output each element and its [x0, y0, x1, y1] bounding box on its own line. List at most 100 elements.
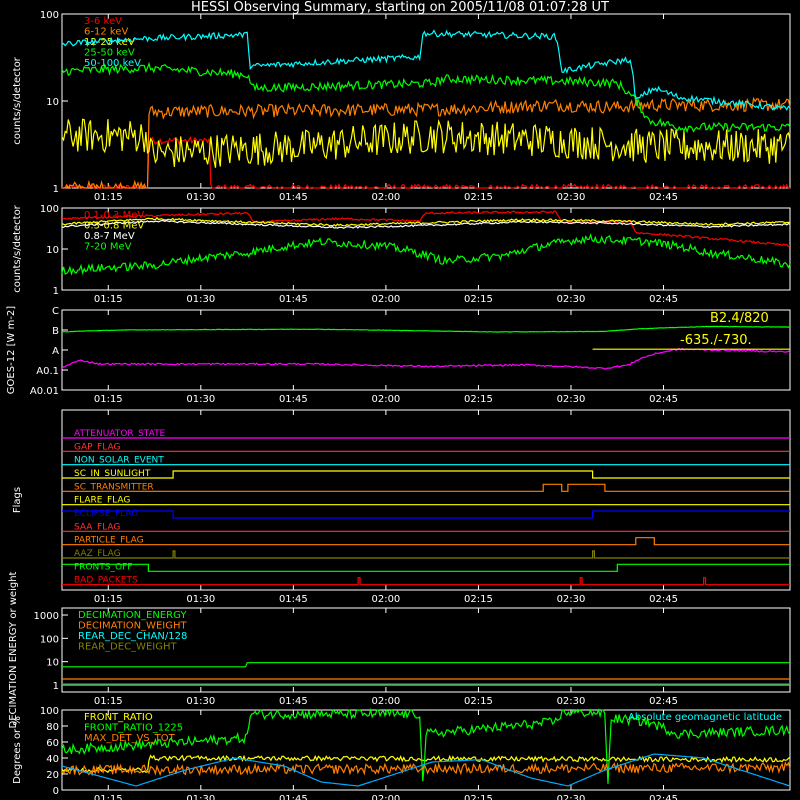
x-tick-label: 02:30	[557, 294, 586, 305]
series-line	[61, 754, 791, 774]
y-axis-label: counts/s/detector	[12, 204, 23, 292]
y-tick-label: A0.01	[30, 386, 59, 397]
x-tick-label: 01:30	[186, 594, 215, 605]
series-line	[62, 96, 791, 191]
x-tick-label: 02:15	[464, 192, 493, 203]
y-axis-label: DECIMATION ENERGY or weight	[8, 571, 19, 728]
x-tick-label: 01:45	[279, 294, 308, 305]
y-tick-label: 10	[46, 658, 59, 669]
goes-label: B2.4/820	[710, 311, 769, 326]
series-line	[61, 761, 791, 777]
y-tick-label: 80	[46, 722, 59, 733]
x-tick-label: 02:15	[464, 794, 493, 800]
page-title: HESSI Observing Summary, starting on 200…	[191, 0, 609, 15]
legend-entry: DECIMATION_ENERGY	[78, 610, 187, 621]
series-line	[61, 135, 790, 190]
y-tick-label: 1000	[34, 611, 59, 622]
x-tick-label: 01:45	[279, 696, 308, 707]
series-line	[61, 707, 791, 784]
y-tick-label: 1	[53, 184, 59, 195]
panel-frame	[61, 13, 791, 189]
x-tick-label: 02:00	[371, 394, 400, 405]
x-tick-label: 01:30	[186, 192, 215, 203]
panel-high_energy: 01:15 01:30 01:45 02:00 02:15 02:30 02:45 count…	[12, 204, 791, 305]
x-tick-label: 01:15	[94, 192, 123, 203]
y-tick-label: 1	[53, 286, 59, 297]
flag-label: FRONTS_OFF	[74, 562, 132, 572]
y-axis-label: Degrees or %	[12, 716, 23, 784]
legend-entry: FRONT_RATIO_1225	[84, 723, 183, 734]
x-tick-label: 01:30	[186, 696, 215, 707]
series-line	[62, 662, 790, 668]
x-tick-label: 02:00	[371, 294, 400, 305]
x-tick-label: 02:00	[371, 696, 400, 707]
flag-line	[62, 483, 790, 492]
legend-entry: 0.3-0.8 MeV	[84, 221, 144, 232]
x-tick-label: 02:15	[464, 294, 493, 305]
legend-entry: 25-50 keV	[84, 48, 135, 59]
series-line	[61, 325, 791, 333]
x-tick-label: 01:30	[186, 294, 215, 305]
x-tick-label: 02:45	[649, 294, 678, 305]
x-tick-label: 01:15	[94, 794, 123, 800]
x-tick-label: 02:30	[557, 594, 586, 605]
series-line	[61, 216, 791, 227]
flag-label: SAA_FLAG	[74, 522, 120, 532]
x-tick-label: 01:30	[186, 794, 215, 800]
y-axis-label: counts/s/detector	[12, 56, 23, 144]
x-tick-label: 02:30	[557, 394, 586, 405]
y-tick-label: 100	[40, 706, 59, 717]
y-tick-label: C	[52, 306, 59, 317]
panel-frame	[61, 409, 791, 591]
x-tick-label: 02:15	[464, 394, 493, 405]
flag-line	[62, 563, 790, 572]
legend-entry: 0.8-7 MeV	[84, 231, 135, 242]
flag-label: GAP_FLAG	[74, 442, 120, 452]
x-tick-label: 02:00	[371, 794, 400, 800]
x-tick-label: 02:15	[464, 696, 493, 707]
goes-label: -635./-730.	[680, 333, 752, 348]
legend-entry: 7-20 MeV	[84, 242, 132, 253]
series-line	[61, 61, 791, 134]
flag-label: SC_IN_SUNLIGHT	[74, 469, 151, 479]
legend-entry: REAR_DEC_WEIGHT	[78, 642, 177, 653]
flag-line	[62, 470, 790, 479]
flag-label: PARTICLE_FLAG	[74, 536, 144, 546]
y-tick-label: 20	[46, 770, 59, 781]
panel-frame	[61, 607, 791, 693]
x-tick-label: 02:45	[649, 192, 678, 203]
series-line	[61, 118, 791, 168]
x-tick-label: 01:15	[94, 394, 123, 405]
x-tick-label: 02:00	[371, 594, 400, 605]
panel-frame	[61, 709, 791, 791]
y-tick-label: A	[52, 346, 59, 357]
x-tick-label: 01:45	[279, 394, 308, 405]
y-tick-label: 100	[40, 204, 59, 215]
panel-goes: 01:15 01:30 01:45 02:00 02:15 02:30 02:45 GOES-…	[6, 306, 791, 405]
flag-line	[62, 537, 790, 546]
x-tick-label: 01:30	[186, 394, 215, 405]
legend-entry: 6-12 keV	[84, 27, 128, 38]
flag-label: SC_TRANSMITTER	[74, 482, 154, 492]
flag-line	[62, 510, 790, 519]
x-tick-label: 02:30	[557, 192, 586, 203]
x-tick-label: 01:45	[279, 794, 308, 800]
legend-entry: REAR_DEC_CHAN/128	[78, 631, 187, 642]
series-line	[61, 219, 791, 229]
x-tick-label: 02:45	[649, 394, 678, 405]
x-tick-label: 01:15	[94, 594, 123, 605]
y-axis-label: GOES-12 [W m-2]	[6, 306, 17, 394]
flag-line	[62, 550, 790, 559]
x-tick-label: 02:45	[649, 794, 678, 800]
x-tick-label: 02:45	[649, 696, 678, 707]
y-tick-label: 10	[46, 245, 59, 256]
x-tick-label: 02:45	[649, 594, 678, 605]
legend-entry: DECIMATION_WEIGHT	[78, 621, 187, 632]
legend-entry: 50-100 keV	[84, 58, 141, 69]
series-line	[61, 347, 791, 370]
y-tick-label: 60	[46, 738, 59, 749]
x-tick-label: 02:30	[557, 696, 586, 707]
x-tick-label: 01:45	[279, 594, 308, 605]
y-tick-label: 40	[46, 754, 59, 765]
